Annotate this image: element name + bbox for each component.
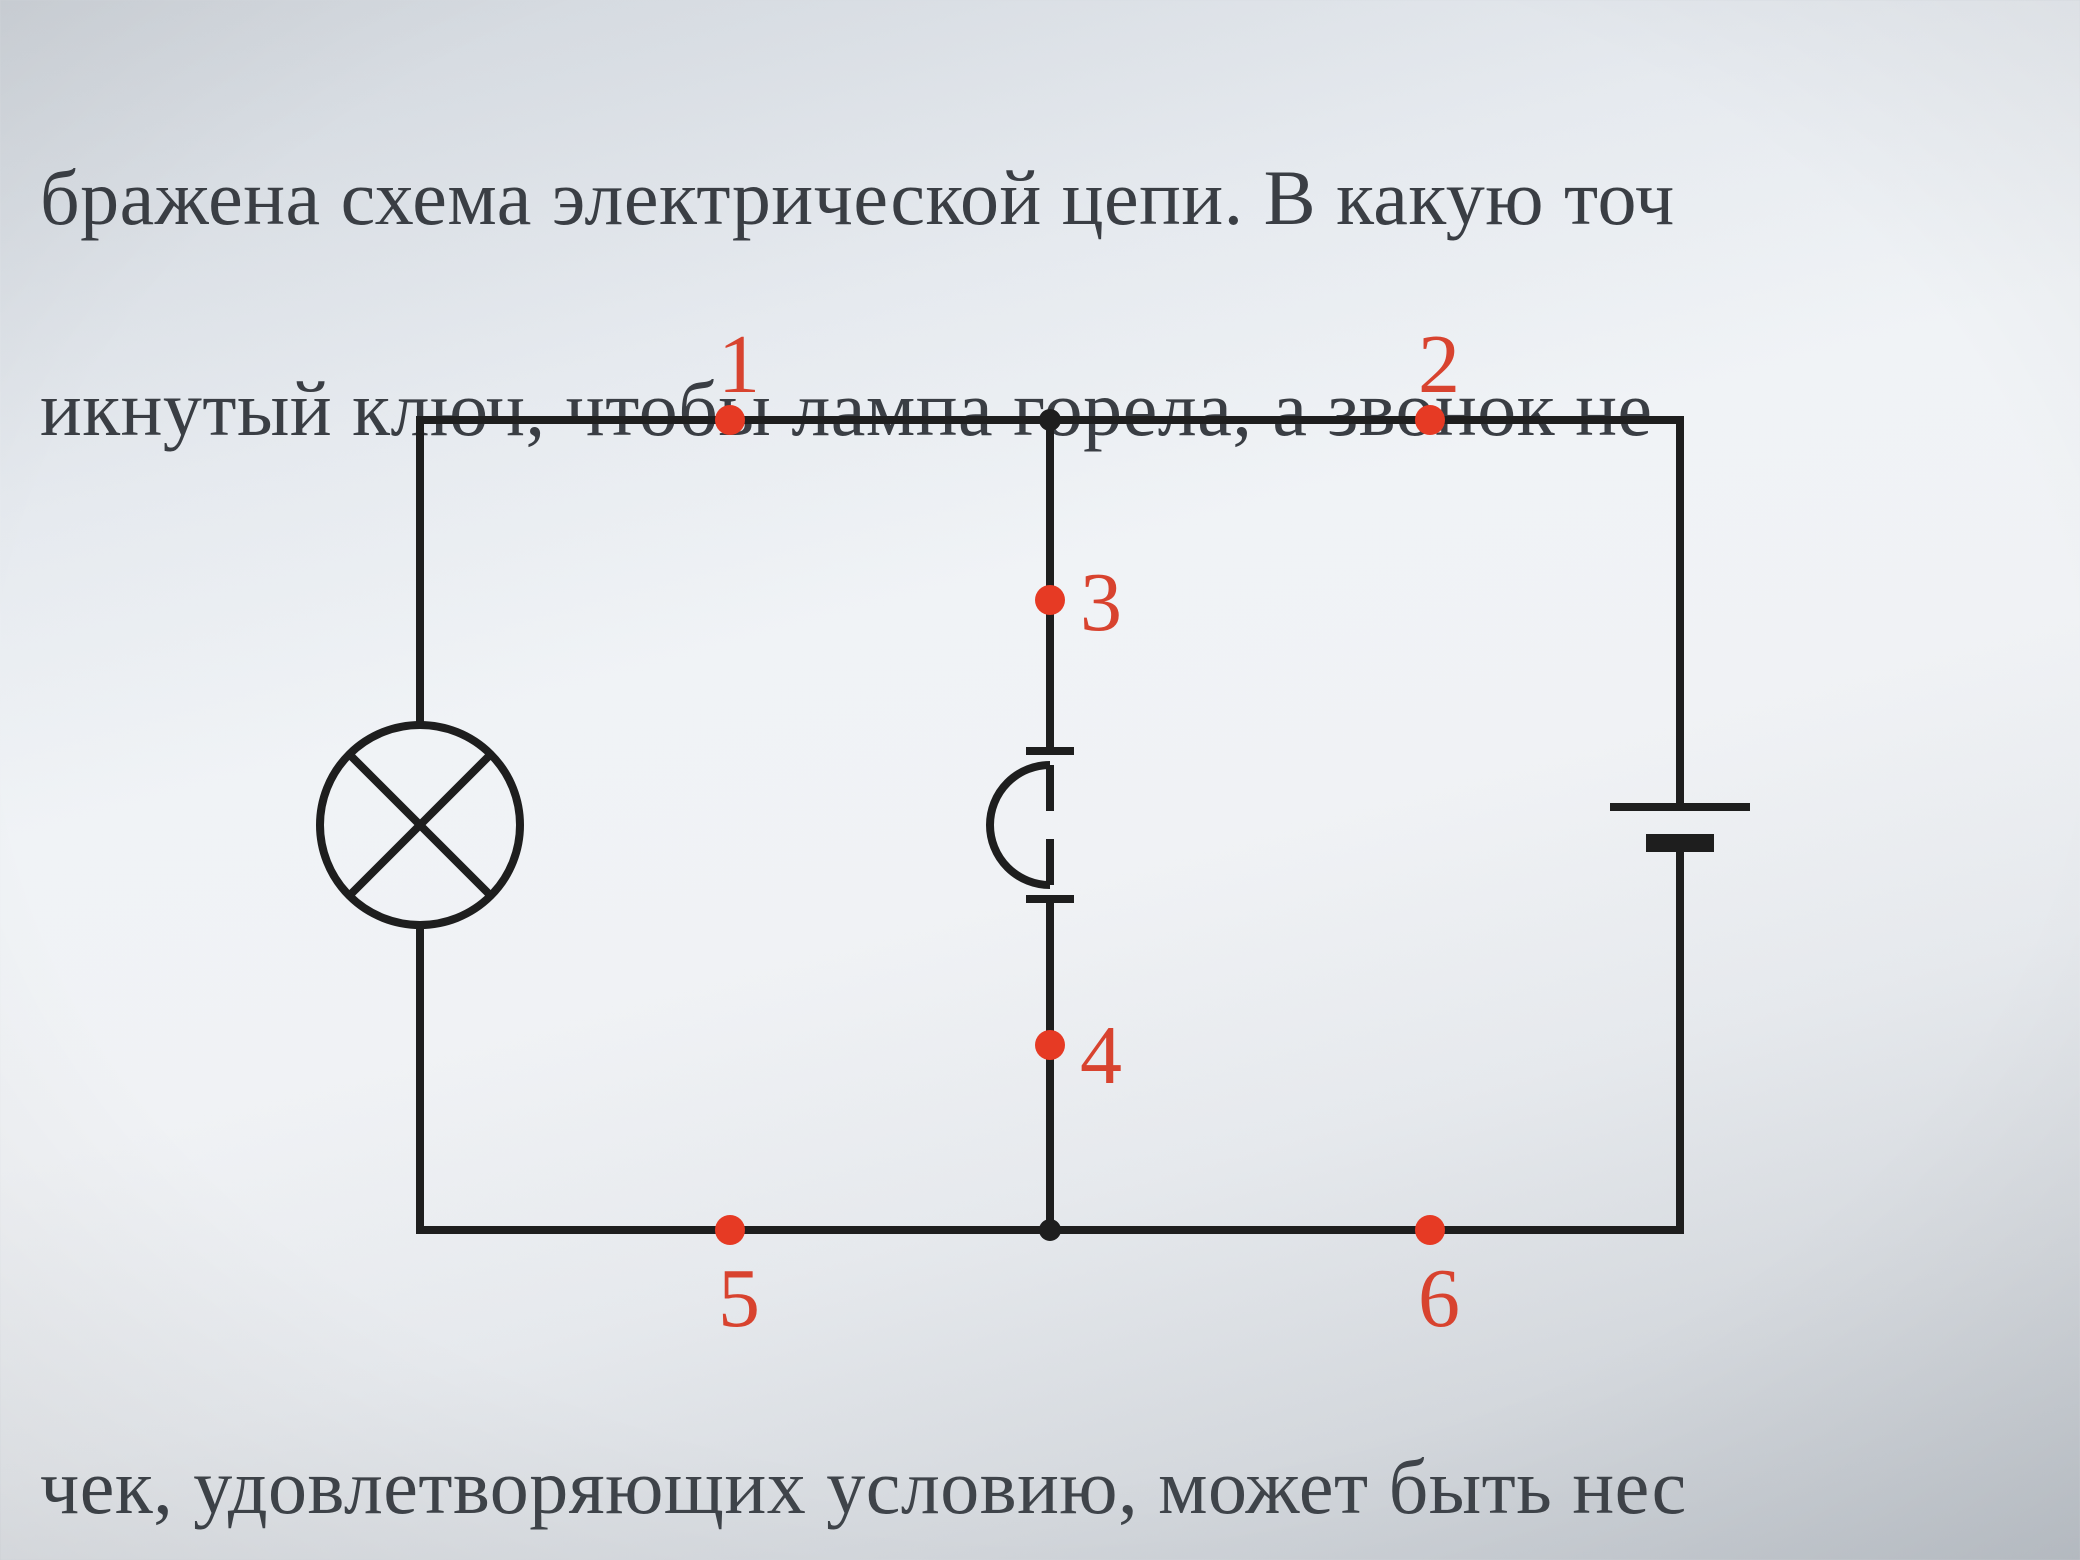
node-label-1: 1: [718, 318, 760, 411]
node-label-6: 6: [1418, 1252, 1460, 1345]
circuit-diagram: 1 2 3 4 5 6: [300, 300, 1800, 1350]
node-label-3: 3: [1080, 556, 1122, 649]
node-label-5: 5: [718, 1252, 760, 1345]
node-label-2: 2: [1418, 318, 1460, 411]
question-line-1: бражена схема электрической цепи. В каку…: [40, 154, 1675, 241]
footer-text: чек, удовлетворяющих условию, может быть…: [0, 1352, 2080, 1532]
node-label-4: 4: [1080, 1009, 1122, 1102]
footer-line-1: чек, удовлетворяющих условию, может быть…: [40, 1443, 1687, 1530]
